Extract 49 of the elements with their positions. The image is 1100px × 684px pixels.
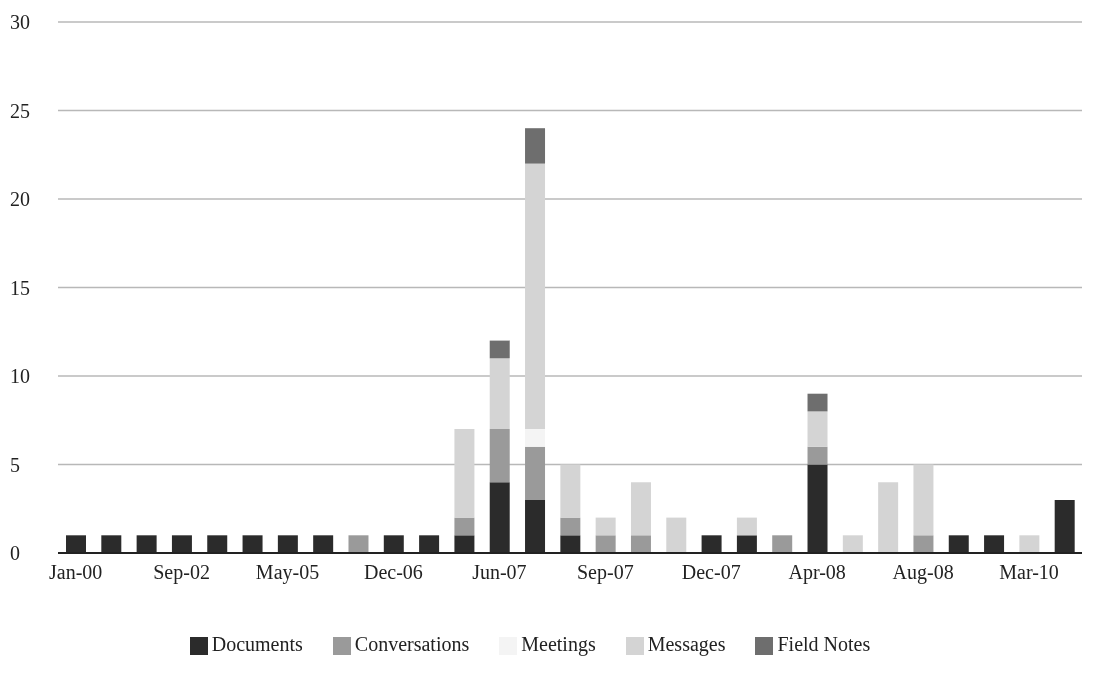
bar	[913, 535, 934, 553]
bar	[560, 517, 581, 536]
x-tick-label: Aug-08	[892, 561, 954, 585]
x-tick-label: Sep-02	[153, 561, 210, 585]
x-tick-label: May-05	[255, 561, 320, 585]
legend-label: Messages	[647, 633, 726, 655]
x-tick-label: Sep-07	[576, 561, 634, 585]
x-tick-label: Mar-10	[999, 561, 1059, 584]
bar	[489, 429, 510, 483]
bar	[807, 411, 828, 447]
y-tick-label: 10	[10, 365, 30, 388]
bar	[630, 482, 651, 536]
y-tick-label: 20	[10, 188, 30, 211]
bar	[489, 340, 510, 359]
bar	[595, 535, 616, 553]
y-tick-label: 15	[10, 276, 30, 299]
x-tick-label: Jun-07	[472, 561, 527, 584]
legend-label: Meetings	[521, 633, 596, 655]
bar	[348, 535, 369, 553]
bar	[666, 517, 687, 553]
x-tick-label: Jan-00	[48, 561, 103, 584]
bar	[454, 517, 475, 536]
bar	[630, 535, 651, 553]
bar	[595, 517, 616, 536]
bar	[525, 429, 546, 447]
legend-label: Field Notes	[777, 633, 871, 655]
legend-label: Documents	[211, 633, 303, 655]
bar	[525, 128, 546, 164]
legend-label: Conversations	[354, 633, 470, 655]
bar	[489, 358, 510, 430]
bar	[525, 446, 546, 500]
y-tick-label: 25	[10, 99, 30, 122]
bar	[1019, 535, 1040, 553]
x-tick-label: Apr-08	[788, 561, 846, 585]
bar	[807, 446, 828, 465]
bar	[807, 393, 828, 412]
bar	[772, 535, 793, 553]
bar	[913, 464, 934, 536]
x-tick-label: Dec-07	[681, 561, 741, 584]
bar	[525, 163, 546, 430]
y-tick-label: 5	[10, 453, 20, 476]
y-tick-label: 30	[10, 11, 30, 34]
x-tick-label: Dec-06	[364, 561, 423, 584]
bar	[878, 482, 899, 553]
bar	[560, 464, 581, 518]
bar	[842, 535, 863, 553]
y-tick-label: 0	[10, 542, 20, 565]
bar	[454, 429, 475, 518]
bar	[736, 517, 757, 536]
